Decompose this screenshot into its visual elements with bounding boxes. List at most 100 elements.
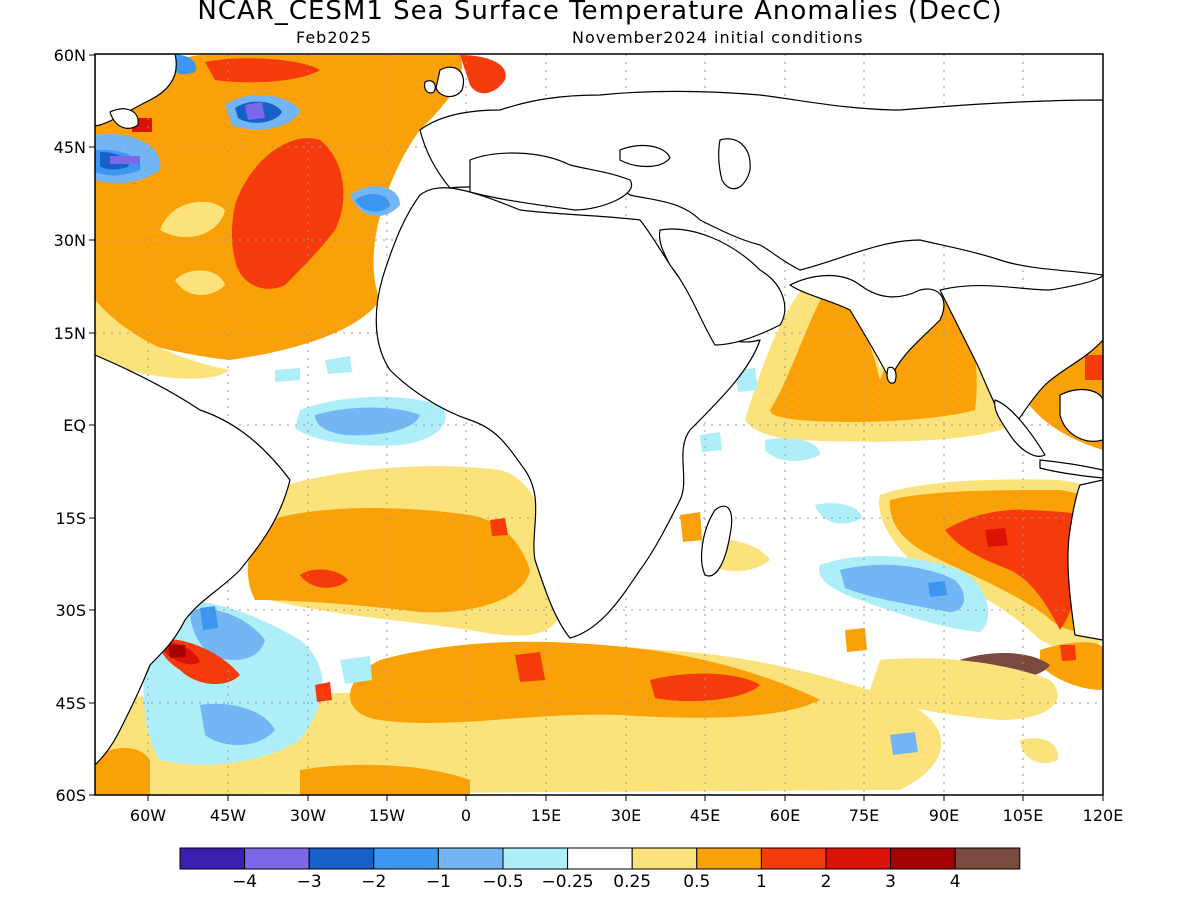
anomaly-contour	[275, 368, 300, 382]
anomaly-contour	[315, 682, 332, 702]
anomaly-contour	[340, 656, 372, 684]
colorbar-label: 3	[885, 872, 896, 892]
latitude-labels: 60N 45N 30N 15N EQ 15S 30S 45S 60S	[54, 46, 86, 805]
lon-label: 120E	[1083, 806, 1124, 825]
anomaly-contour	[945, 509, 1090, 630]
coastlines	[95, 54, 1103, 766]
anomaly-contour	[325, 356, 352, 374]
southeast-asia-landmass	[939, 274, 1103, 431]
caspian-sea	[718, 138, 751, 190]
anomaly-contour	[700, 432, 722, 452]
colorbar-label: 1	[756, 872, 767, 892]
colorbar-swatch	[631, 847, 698, 870]
axis-ticks	[89, 54, 1104, 801]
madagascar-landmass	[700, 505, 733, 577]
colorbar-label: −2	[361, 872, 386, 892]
mediterranean-sea	[469, 152, 633, 211]
colorbar-swatch	[308, 847, 375, 870]
lon-label: 45W	[210, 806, 246, 825]
anomaly-contour	[143, 599, 323, 765]
anomaly-contour	[160, 201, 225, 238]
colorbar-swatch	[890, 847, 956, 870]
anomaly-contour	[1020, 738, 1059, 764]
anomaly-contour	[110, 156, 140, 164]
colorbar-label: −0.25	[542, 872, 594, 892]
anomaly-contour	[845, 628, 867, 652]
forecast-month: Feb2025	[296, 28, 373, 47]
lon-label: 105E	[1003, 806, 1044, 825]
lon-label: 45E	[690, 806, 720, 825]
anomaly-contour	[95, 300, 230, 379]
colorbar-label: 2	[821, 872, 832, 892]
anomaly-contour	[247, 508, 530, 613]
longitude-labels: 60W 45W 30W 15W 0 15E 30E 45E 60E 75E 90…	[130, 806, 1123, 825]
anomaly-contour	[200, 703, 275, 746]
initial-conditions: November2024 initial conditions	[572, 28, 864, 47]
anomaly-contour	[200, 606, 218, 630]
lat-label: 30S	[55, 601, 86, 620]
anomaly-contour	[350, 641, 820, 724]
colorbar-swatch	[373, 847, 439, 870]
anomaly-contour	[870, 658, 1058, 720]
lat-label: 15N	[54, 324, 86, 343]
newfoundland-landmass	[109, 108, 139, 129]
anomaly-contour	[315, 407, 420, 436]
lon-label: 90E	[929, 806, 959, 825]
lat-label: 45S	[55, 694, 86, 713]
anomaly-contour	[1085, 355, 1103, 380]
black-sea	[619, 144, 671, 168]
anomaly-contour	[1060, 645, 1076, 661]
sumatra-landmass	[994, 399, 1046, 457]
colorbar-swatch	[179, 847, 246, 870]
colorbar-label: −1	[426, 872, 451, 892]
lat-label: 30N	[54, 231, 86, 250]
lat-label: 15S	[55, 509, 86, 528]
colorbar-swatch	[696, 847, 762, 870]
anomaly-contour	[95, 748, 150, 795]
anomaly-contour	[245, 102, 265, 120]
anomaly-contour	[765, 438, 820, 462]
lon-label: 30W	[290, 806, 326, 825]
british-isles-landmass	[435, 66, 464, 98]
colorbar-swatch	[825, 847, 892, 870]
colorbar-label: −0.5	[482, 872, 523, 892]
colorbar-swatch	[954, 847, 1021, 870]
lat-label: 60N	[54, 46, 86, 65]
lon-label: 60W	[130, 806, 166, 825]
anomaly-contour	[231, 138, 344, 289]
colorbar-swatch	[760, 847, 827, 870]
anomaly-contour	[175, 270, 225, 296]
colorbar-label: 0.25	[613, 872, 651, 892]
colorbar-label: −3	[297, 872, 322, 892]
colorbar: −4 −3 −2 −1 −0.5 −0.25 0.25 0.5 1 2 3 4	[179, 847, 1021, 892]
colorbar-swatch	[502, 847, 569, 870]
anomaly-contour	[168, 645, 186, 658]
colorbar-label: 0.5	[683, 872, 710, 892]
ireland-landmass	[423, 80, 436, 94]
anomaly-contour	[355, 194, 390, 212]
south-america-landmass	[95, 354, 291, 766]
anomaly-contour	[490, 518, 508, 536]
anomaly-contour	[460, 55, 506, 94]
india-landmass	[789, 274, 945, 381]
map-title: NCAR_CESM1 Sea Surface Temperature Anoma…	[197, 0, 1003, 26]
colorbar-label: −4	[232, 872, 257, 892]
lon-label: 30E	[611, 806, 641, 825]
colorbar-swatch	[437, 847, 504, 870]
anomaly-contour	[680, 512, 702, 542]
java-landmass	[1039, 459, 1103, 479]
borneo-landmass	[1059, 388, 1103, 442]
anomaly-contour	[928, 581, 947, 597]
anomaly-contour	[300, 764, 470, 795]
lat-label: 60S	[55, 786, 86, 805]
lon-label: 75E	[849, 806, 879, 825]
anomaly-contour	[890, 732, 918, 755]
arabia-landmass	[658, 228, 786, 346]
lon-label: 60E	[770, 806, 800, 825]
colorbar-label: 4	[950, 872, 961, 892]
anomaly-contour	[515, 652, 545, 682]
australia-landmass	[1067, 479, 1103, 641]
colorbar-swatch	[567, 847, 633, 870]
colorbar-swatch	[244, 847, 310, 870]
anomaly-contour	[815, 503, 862, 524]
